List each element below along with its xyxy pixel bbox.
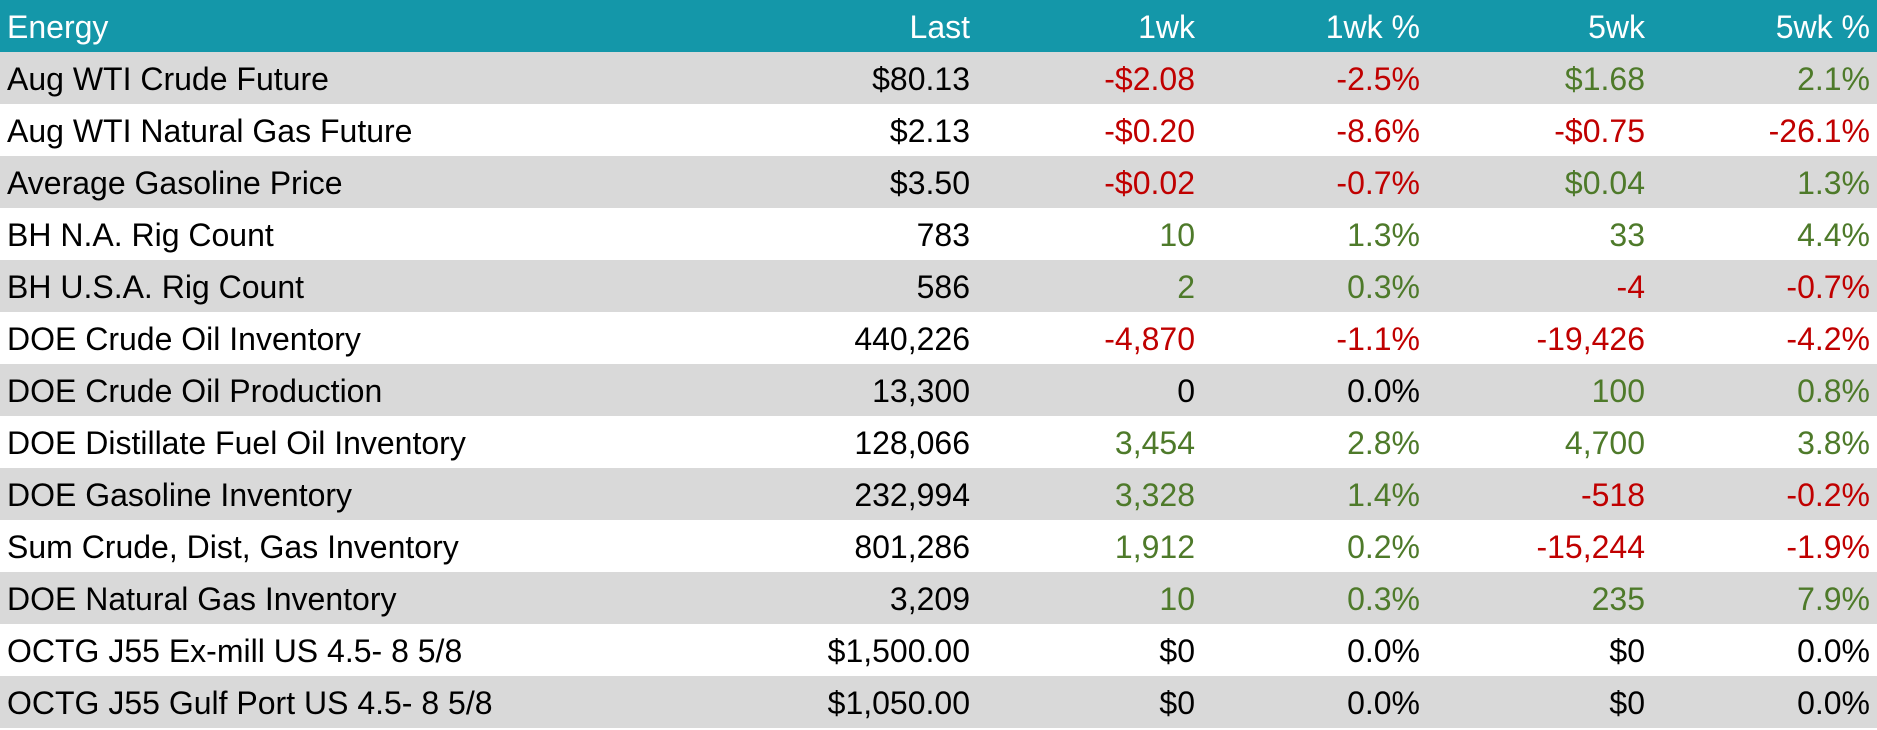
table-row: Aug WTI Natural Gas Future $2.13 -$0.20 -8.… — [0, 104, 1877, 156]
value-cell: -0.7% — [1336, 165, 1420, 201]
table-row: DOE Crude Oil Inventory 440,226 -4,870 -1.1… — [0, 312, 1877, 364]
value-cell: -$0.75 — [1554, 113, 1645, 149]
row-label: DOE Gasoline Inventory — [7, 477, 353, 513]
table-row: Average Gasoline Price $3.50 -$0.02 -0.7% $0… — [0, 156, 1877, 208]
value-cell: 0.0% — [1347, 373, 1420, 409]
row-label: BH N.A. Rig Count — [7, 217, 274, 253]
row-label: Sum Crude, Dist, Gas Inventory — [7, 529, 459, 565]
value-cell: 0.0% — [1797, 633, 1870, 669]
value-cell: $1,500.00 — [827, 633, 970, 669]
header-row: Energy Last 1wk 1wk % 5wk 5wk % — [0, 0, 1877, 52]
table-row: OCTG J55 Ex-mill US 4.5- 8 5/8 $1,500.00 $… — [0, 624, 1877, 676]
row-label: Aug WTI Crude Future — [7, 61, 329, 97]
value-cell: 1.4% — [1347, 477, 1420, 513]
value-cell: -26.1% — [1768, 113, 1870, 149]
header-cell: 5wk % — [1775, 9, 1870, 45]
value-cell: 1.3% — [1797, 165, 1870, 201]
value-cell: $1.68 — [1564, 61, 1645, 97]
value-cell: -518 — [1580, 477, 1645, 513]
value-cell: -$0.20 — [1104, 113, 1195, 149]
value-cell: $0 — [1159, 633, 1195, 669]
value-cell: 235 — [1591, 581, 1645, 617]
header-cell: Last — [909, 9, 970, 45]
value-cell: 3,454 — [1114, 425, 1195, 461]
value-cell: 128,066 — [854, 425, 970, 461]
value-cell: $1,050.00 — [827, 685, 970, 721]
value-cell: 3,209 — [889, 581, 970, 617]
value-cell: -0.2% — [1786, 477, 1870, 513]
row-label: Average Gasoline Price — [7, 165, 343, 201]
value-cell: 100 — [1591, 373, 1645, 409]
value-cell: 4,700 — [1564, 425, 1645, 461]
table-row: DOE Natural Gas Inventory 3,209 10 0.3% 235 7… — [0, 572, 1877, 624]
header-cell: Energy — [7, 9, 109, 45]
header-cell: 1wk — [1138, 9, 1195, 45]
row-label: DOE Crude Oil Inventory — [7, 321, 361, 357]
row-label: OCTG J55 Ex-mill US 4.5- 8 5/8 — [7, 633, 463, 669]
value-cell: 4.4% — [1797, 217, 1870, 253]
value-cell: -8.6% — [1336, 113, 1420, 149]
value-cell: -0.7% — [1786, 269, 1870, 305]
value-cell: -1.9% — [1786, 529, 1870, 565]
value-cell: 0.3% — [1347, 581, 1420, 617]
value-cell: 1,912 — [1114, 529, 1195, 565]
value-cell: 0.0% — [1797, 685, 1870, 721]
value-cell: $0 — [1609, 685, 1645, 721]
value-cell: 3.8% — [1797, 425, 1870, 461]
value-cell: -15,244 — [1536, 529, 1645, 565]
row-label: DOE Distillate Fuel Oil Inventory — [7, 425, 466, 461]
value-cell: -4 — [1616, 269, 1645, 305]
value-cell: 13,300 — [872, 373, 970, 409]
table-row: DOE Gasoline Inventory 232,994 3,328 1.4% -5… — [0, 468, 1877, 520]
value-cell: 2.8% — [1347, 425, 1420, 461]
table-row: Sum Crude, Dist, Gas Inventory 801,286 1,9… — [0, 520, 1877, 572]
row-label: Aug WTI Natural Gas Future — [7, 113, 413, 149]
value-cell: 0.8% — [1797, 373, 1870, 409]
value-cell: -1.1% — [1336, 321, 1420, 357]
row-label: DOE Natural Gas Inventory — [7, 581, 397, 617]
value-cell: -4,870 — [1104, 321, 1195, 357]
value-cell: 33 — [1609, 217, 1645, 253]
value-cell: 586 — [916, 269, 970, 305]
value-cell: 232,994 — [854, 477, 970, 513]
value-cell: $0 — [1609, 633, 1645, 669]
value-cell: 0.0% — [1347, 633, 1420, 669]
value-cell: -2.5% — [1336, 61, 1420, 97]
table-row: DOE Distillate Fuel Oil Inventory 128,066… — [0, 416, 1877, 468]
value-cell: 440,226 — [854, 321, 970, 357]
row-label: BH U.S.A. Rig Count — [7, 269, 304, 305]
value-cell: 0.0% — [1347, 685, 1420, 721]
value-cell: 7.9% — [1797, 581, 1870, 617]
value-cell: 10 — [1159, 217, 1195, 253]
header-cell: 5wk — [1588, 9, 1645, 45]
value-cell: 801,286 — [854, 529, 970, 565]
row-label: OCTG J55 Gulf Port US 4.5- 8 5/8 — [7, 685, 493, 721]
value-cell: 0 — [1177, 373, 1195, 409]
value-cell: -$2.08 — [1104, 61, 1195, 97]
value-cell: -4.2% — [1786, 321, 1870, 357]
value-cell: $2.13 — [889, 113, 970, 149]
header-cell: 1wk % — [1325, 9, 1420, 45]
value-cell: 2 — [1177, 269, 1195, 305]
table-row: BH U.S.A. Rig Count 586 2 0.3% -4 -0.7% — [0, 260, 1877, 312]
value-cell: 1.3% — [1347, 217, 1420, 253]
row-label: DOE Crude Oil Production — [7, 373, 383, 409]
value-cell: 2.1% — [1797, 61, 1870, 97]
value-cell: -$0.02 — [1104, 165, 1195, 201]
table-row: Aug WTI Crude Future $80.13 -$2.08 -2.5% $1.… — [0, 52, 1877, 104]
value-cell: -19,426 — [1536, 321, 1645, 357]
value-cell: $0 — [1159, 685, 1195, 721]
table-row: OCTG J55 Gulf Port US 4.5- 8 5/8 $1,050.0… — [0, 676, 1877, 728]
value-cell: 783 — [916, 217, 970, 253]
value-cell: 3,328 — [1114, 477, 1195, 513]
value-cell: 0.2% — [1347, 529, 1420, 565]
value-cell: 10 — [1159, 581, 1195, 617]
value-cell: $0.04 — [1564, 165, 1645, 201]
value-cell: $3.50 — [889, 165, 970, 201]
table-row: DOE Crude Oil Production 13,300 0 0.0% 100 0.… — [0, 364, 1877, 416]
value-cell: 0.3% — [1347, 269, 1420, 305]
value-cell: $80.13 — [872, 61, 970, 97]
table-row: BH N.A. Rig Count 783 10 1.3% 33 4.4% — [0, 208, 1877, 260]
